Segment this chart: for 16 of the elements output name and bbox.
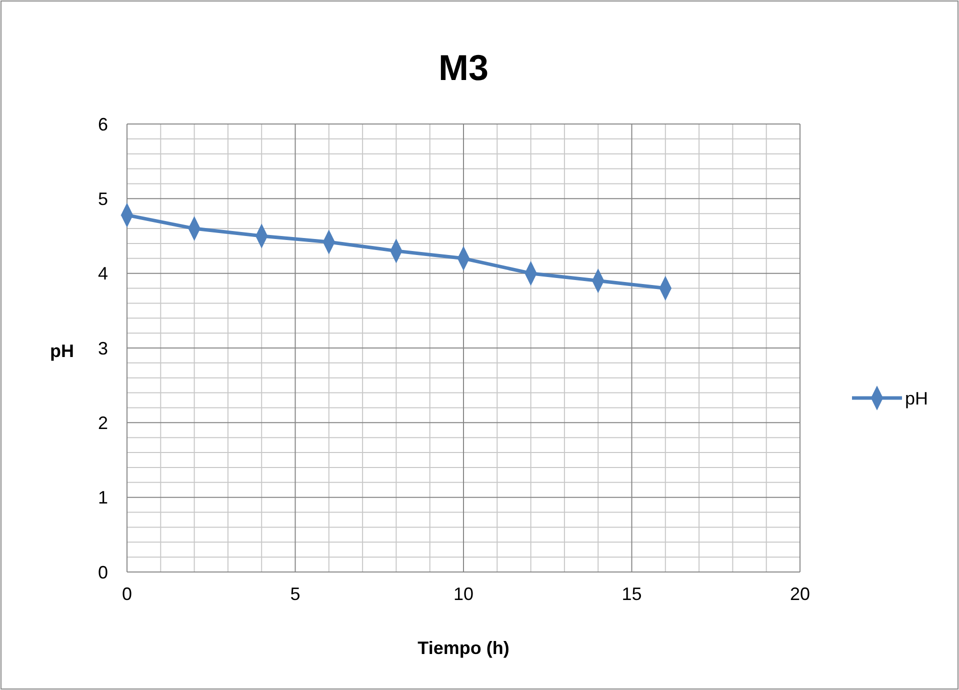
- y-axis-title: pH: [50, 341, 74, 361]
- y-tick-label: 0: [98, 562, 108, 582]
- y-tick-label: 2: [98, 412, 108, 433]
- y-tick-label: 6: [98, 114, 108, 134]
- y-tick-label: 3: [98, 338, 108, 358]
- legend-label: pH: [905, 388, 928, 408]
- x-tick-label: 15: [622, 584, 642, 604]
- y-tick-label: 4: [98, 264, 108, 284]
- x-tick-label: 5: [290, 584, 300, 604]
- x-tick-label: 10: [453, 584, 474, 604]
- y-tick-label: 5: [98, 188, 108, 209]
- x-tick-label: 0: [122, 584, 132, 604]
- x-axis-title: Tiempo (h): [418, 638, 510, 658]
- chart-title: M3: [438, 47, 489, 88]
- x-tick-label: 20: [790, 584, 810, 604]
- y-tick-label: 1: [98, 488, 108, 508]
